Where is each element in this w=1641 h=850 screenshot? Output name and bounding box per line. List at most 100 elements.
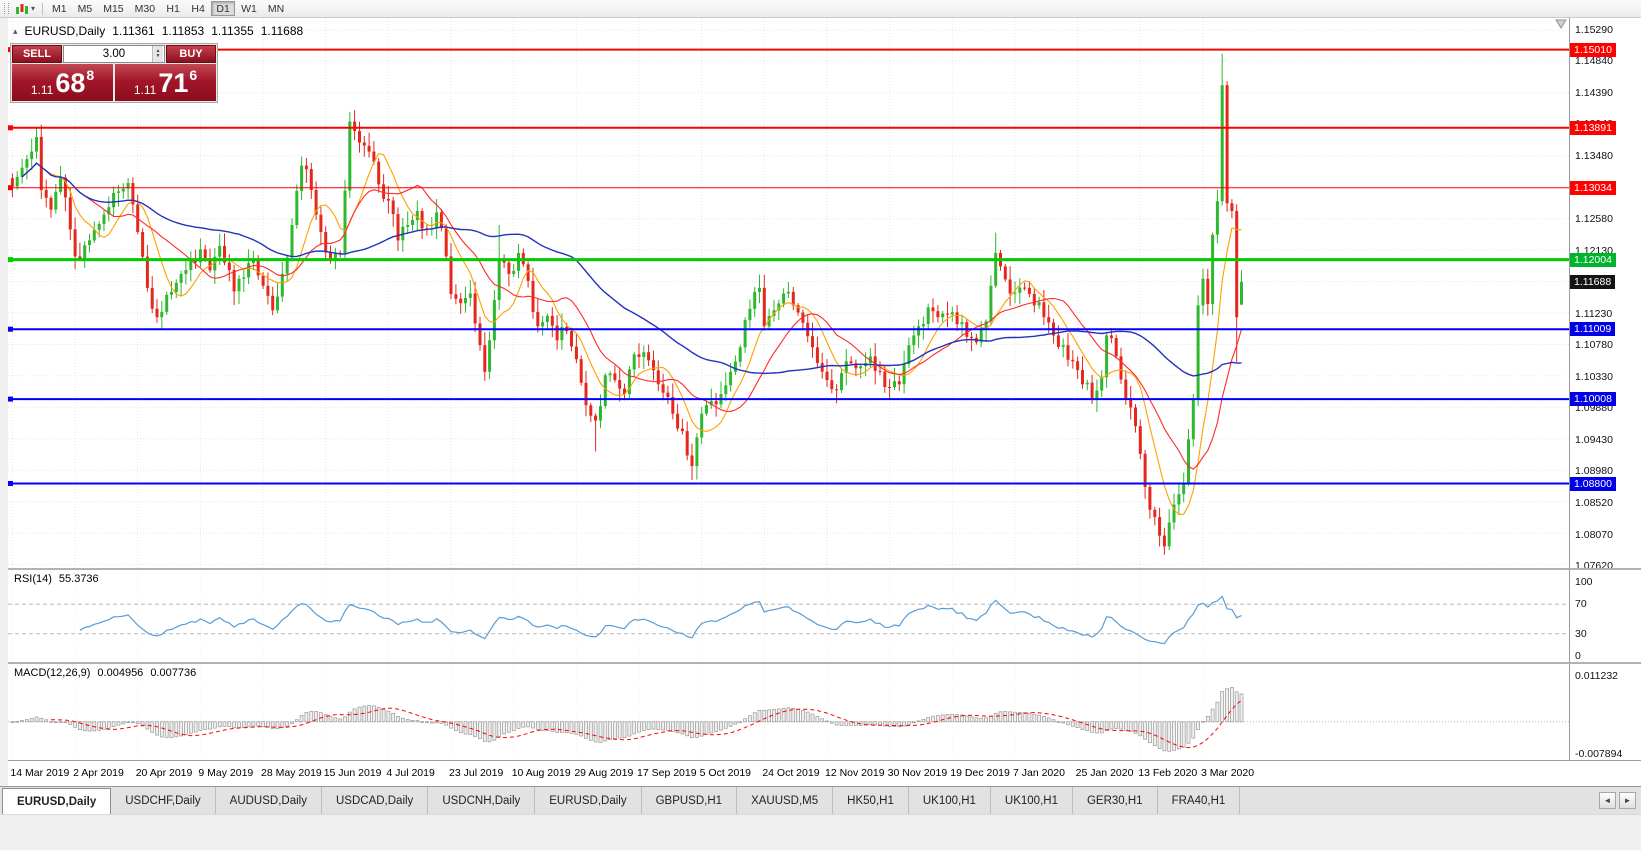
date-label: 19 Dec 2019 — [950, 767, 1010, 779]
volume-value: 3.00 — [102, 48, 126, 60]
rsi-scale-label: 70 — [1575, 598, 1587, 610]
price-tick-label: 1.14390 — [1575, 87, 1613, 99]
date-label: 15 Jun 2019 — [323, 767, 382, 779]
timeframe-button-m1[interactable]: M1 — [47, 1, 72, 16]
chart-tab-3-usdcad-daily[interactable]: USDCAD,Daily — [322, 787, 429, 814]
chart-tab-5-eurusd-daily[interactable]: EURUSD,Daily — [535, 787, 642, 814]
one-click-collapse-icon[interactable]: ▴ — [13, 25, 18, 36]
price-level-badge: 1.11009 — [1570, 322, 1616, 336]
chart-shift-marker-icon — [1555, 19, 1567, 29]
chart-tab-6-gbpusd-h1[interactable]: GBPUSD,H1 — [642, 787, 738, 814]
price-tick-label: 1.14840 — [1575, 55, 1613, 67]
spin-down-icon[interactable]: ▼ — [155, 53, 161, 59]
timeframe-button-h4[interactable]: H4 — [186, 1, 210, 16]
volume-spinner[interactable]: ▲ ▼ — [152, 46, 163, 62]
date-label: 13 Feb 2020 — [1138, 767, 1198, 779]
date-label: 28 May 2019 — [261, 767, 322, 779]
spin-up-icon[interactable]: ▲ — [155, 48, 161, 54]
price-level-badge: 1.15010 — [1570, 43, 1616, 57]
chart-tab-7-xauusd-m5[interactable]: XAUUSD,M5 — [737, 787, 834, 814]
price-chart-canvas[interactable] — [8, 18, 1641, 568]
tabs-scroll-right-button[interactable]: ► — [1619, 792, 1636, 809]
buy-price-small: 1.11 — [133, 83, 157, 97]
macd-canvas[interactable] — [8, 664, 1641, 760]
date-label: 23 Jul 2019 — [449, 767, 504, 779]
one-click-trading-panel: SELL 3.00 ▲ ▼ BUY 1.11 68 8 1.11 71 6 — [10, 43, 218, 103]
date-label: 25 Jan 2020 — [1075, 767, 1134, 779]
sell-price-sup: 8 — [86, 67, 95, 83]
date-label: 17 Sep 2019 — [637, 767, 697, 779]
high-value: 1.11853 — [161, 24, 205, 38]
chart-tab-10-uk100-h1[interactable]: UK100,H1 — [991, 787, 1073, 814]
rsi-label: RSI(14) 55.3736 — [14, 573, 99, 585]
volume-input[interactable]: 3.00 ▲ ▼ — [63, 45, 165, 63]
macd-main-value: 0.004956 — [97, 667, 144, 679]
chart-tab-9-uk100-h1[interactable]: UK100,H1 — [909, 787, 991, 814]
chart-tab-12-fra40-h1[interactable]: FRA40,H1 — [1158, 787, 1241, 814]
trade-prices-row: 1.11 68 8 1.11 71 6 — [12, 64, 216, 101]
tab-scroll-controls: ◄ ► — [1599, 787, 1641, 814]
buy-button[interactable]: BUY — [166, 45, 216, 63]
date-label: 12 Nov 2019 — [824, 767, 885, 779]
price-tick-label: 1.11230 — [1575, 308, 1613, 320]
chart-tab-8-hk50-h1[interactable]: HK50,H1 — [833, 787, 909, 814]
rsi-scale-label: 0 — [1575, 650, 1581, 662]
rsi-name: RSI(14) — [14, 573, 52, 585]
sell-price-big: 68 — [55, 67, 86, 98]
date-label: 29 Aug 2019 — [574, 767, 634, 779]
new-chart-icon[interactable] — [13, 1, 31, 17]
timeframe-button-h1[interactable]: H1 — [161, 1, 185, 16]
price-level-badge: 1.10008 — [1570, 392, 1616, 406]
sell-price-small: 1.11 — [30, 83, 54, 97]
price-tick-label: 1.12580 — [1575, 213, 1613, 225]
rsi-canvas[interactable] — [8, 570, 1641, 662]
status-strip — [0, 814, 1641, 850]
date-label: 7 Jan 2020 — [1012, 767, 1065, 779]
sell-price-box[interactable]: 1.11 68 8 — [12, 64, 113, 101]
date-label: 4 Jul 2019 — [386, 767, 435, 779]
date-label: 30 Nov 2019 — [887, 767, 948, 779]
trade-buttons-row: SELL 3.00 ▲ ▼ BUY — [12, 45, 216, 63]
buy-price-sup: 6 — [189, 67, 198, 83]
chart-tab-0-eurusd-daily[interactable]: EURUSD,Daily — [2, 788, 112, 814]
rsi-value: 55.3736 — [58, 573, 99, 585]
open-value: 1.11361 — [112, 24, 155, 38]
close-value: 1.11688 — [260, 24, 304, 38]
sell-button[interactable]: SELL — [12, 45, 62, 63]
macd-scale-bottom-label: -0.007894 — [1575, 748, 1623, 760]
timeframe-toolbar: ▾ M1 M5 M15 M30 H1 H4 D1 W1 MN — [0, 0, 1641, 18]
timeframe-button-d1[interactable]: D1 — [211, 1, 236, 16]
tabs-scroll-left-button[interactable]: ◄ — [1599, 792, 1616, 809]
date-label: 10 Aug 2019 — [511, 767, 571, 779]
symbol-period-label: EURUSD,Daily — [24, 24, 106, 38]
macd-name: MACD(12,26,9) — [14, 667, 91, 679]
chart-tab-4-usdcnh-daily[interactable]: USDCNH,Daily — [428, 787, 536, 814]
low-value: 1.11355 — [211, 24, 254, 38]
date-label: 3 Mar 2020 — [1200, 767, 1255, 779]
chart-title: ▴ EURUSD,Daily 1.11361 1.11853 1.11355 1… — [13, 24, 303, 38]
toolbar-grip[interactable] — [4, 3, 9, 14]
macd-signal-value: 0.007736 — [150, 667, 197, 679]
chart-tab-1-usdchf-daily[interactable]: USDCHF,Daily — [111, 787, 216, 814]
price-tick-label: 1.08070 — [1575, 529, 1613, 541]
timeframe-button-w1[interactable]: W1 — [236, 1, 262, 16]
rsi-indicator-pane: RSI(14) 55.3736 100 70 30 0 — [8, 568, 1641, 662]
chart-tab-2-audusd-daily[interactable]: AUDUSD,Daily — [216, 787, 322, 814]
buy-price-box[interactable]: 1.11 71 6 — [115, 64, 216, 101]
timeframe-button-mn[interactable]: MN — [263, 1, 289, 16]
chart-tabs: EURUSD,Daily USDCHF,Daily AUDUSD,Daily USDC… — [2, 787, 1241, 814]
chart-type-dropdown-icon[interactable]: ▾ — [31, 4, 36, 13]
timeframe-button-m15[interactable]: M15 — [98, 1, 128, 16]
timeframe-button-m5[interactable]: M5 — [73, 1, 98, 16]
price-tick-label: 1.08520 — [1575, 497, 1613, 509]
price-level-badge: 1.12004 — [1570, 253, 1616, 267]
price-tick-label: 1.15290 — [1575, 24, 1613, 36]
date-label: 14 Mar 2019 — [10, 767, 70, 779]
chart-tab-11-ger30-h1[interactable]: GER30,H1 — [1073, 787, 1158, 814]
date-label: 2 Apr 2019 — [73, 767, 124, 779]
date-label: 9 May 2019 — [198, 767, 254, 779]
macd-indicator-pane: MACD(12,26,9) 0.004956 0.007736 0.011232… — [8, 662, 1641, 760]
timeframe-button-m30[interactable]: M30 — [130, 1, 160, 16]
chart-tab-bar: EURUSD,Daily USDCHF,Daily AUDUSD,Daily USDC… — [0, 786, 1641, 814]
